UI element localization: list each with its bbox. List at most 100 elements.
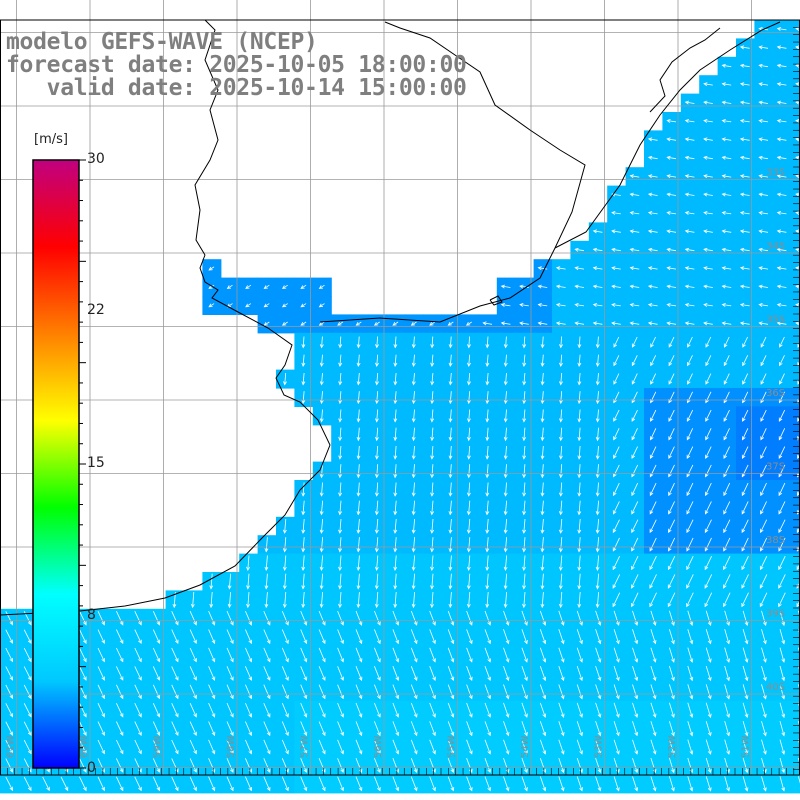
wind-arrow <box>739 321 750 326</box>
wind-arrow <box>300 739 308 755</box>
wind-arrow <box>503 427 508 442</box>
wind-arrow <box>758 303 769 307</box>
field-cell <box>607 351 627 371</box>
wind-arrow <box>338 445 343 460</box>
wind-arrow <box>5 721 14 736</box>
field-cell <box>662 332 682 352</box>
wind-arrow <box>503 336 508 349</box>
wind-arrow <box>558 776 565 792</box>
wind-arrow <box>650 629 657 645</box>
wind-arrow <box>521 665 528 682</box>
wind-arrow <box>705 610 712 627</box>
colorbar-tick-0: 0 <box>87 760 96 776</box>
wind-arrow <box>393 591 398 609</box>
wind-arrow <box>152 776 161 792</box>
wind-arrow <box>595 482 600 497</box>
wind-arrow <box>739 284 750 289</box>
field-cell <box>791 774 800 794</box>
wind-arrow <box>319 391 324 405</box>
wind-arrow <box>245 684 252 700</box>
wind-arrow <box>758 155 769 160</box>
wind-arrow <box>647 137 658 142</box>
wind-arrow <box>705 721 712 737</box>
wind-arrow <box>79 776 87 792</box>
wind-arrow <box>447 739 455 755</box>
wind-arrow <box>318 666 326 681</box>
valid-date: valid date: 2025-10-14 15:00:00 <box>6 75 467 101</box>
wind-arrow <box>758 45 769 50</box>
wind-arrow <box>758 229 769 234</box>
wind-arrow <box>466 464 471 479</box>
wind-arrow <box>410 666 418 682</box>
wind-arrow <box>263 303 270 308</box>
wind-arrow <box>430 354 435 367</box>
wind-arrow <box>649 501 657 515</box>
wind-arrow <box>558 500 563 516</box>
wind-arrow <box>739 266 750 271</box>
wind-arrow <box>281 629 289 645</box>
wind-arrow <box>337 647 344 663</box>
wind-arrow <box>189 629 197 645</box>
wind-arrow <box>629 284 640 289</box>
wind-arrow <box>650 409 657 422</box>
wind-arrow <box>152 703 161 718</box>
wind-arrow <box>503 518 508 534</box>
wind-arrow <box>282 518 287 534</box>
wind-arrow <box>392 321 399 326</box>
wind-arrow <box>448 591 453 609</box>
wind-arrow <box>338 591 342 609</box>
wind-arrow <box>263 721 271 737</box>
wind-arrow <box>466 482 471 497</box>
wind-arrow <box>761 757 767 774</box>
wind-arrow <box>245 284 252 289</box>
wind-arrow <box>485 573 490 590</box>
field-cell <box>276 314 295 334</box>
wind-arrow <box>485 500 490 516</box>
wind-arrow <box>393 445 398 460</box>
wind-arrow <box>152 629 161 645</box>
field-cell <box>754 498 774 518</box>
wind-arrow <box>576 665 583 682</box>
wind-arrow <box>595 555 600 571</box>
wind-arrow <box>208 758 216 773</box>
wind-arrow <box>669 610 675 627</box>
wind-arrow <box>631 537 639 552</box>
wind-arrow <box>430 555 434 571</box>
wind-arrow <box>410 776 418 792</box>
field-cell <box>276 277 295 297</box>
field-cell <box>202 277 222 297</box>
wind-arrow <box>595 537 600 553</box>
wind-arrow <box>650 721 657 737</box>
field-cell <box>772 332 792 352</box>
wind-arrow <box>595 573 600 590</box>
wind-arrow <box>668 428 675 441</box>
wind-arrow <box>795 321 800 326</box>
wind-arrow <box>742 428 749 441</box>
field-cell <box>625 498 645 518</box>
lon-label: 54W <box>520 735 531 758</box>
wind-arrow <box>649 592 657 608</box>
wind-arrow <box>577 500 582 516</box>
wind-arrow <box>281 647 289 663</box>
field-cell <box>312 296 332 315</box>
wind-arrow <box>281 702 289 718</box>
field-cell <box>772 572 792 591</box>
wind-arrow <box>484 739 491 755</box>
field-cell <box>791 369 800 389</box>
wind-arrow <box>705 409 712 422</box>
field-cell <box>736 406 755 426</box>
lagoon-outline <box>649 27 721 113</box>
wind-arrow <box>245 721 252 737</box>
wind-arrow <box>448 391 453 405</box>
wind-arrow <box>611 211 621 215</box>
field-cell <box>791 443 800 463</box>
wind-arrow <box>447 758 455 774</box>
wind-arrow <box>779 684 786 700</box>
field-cell <box>791 296 800 315</box>
wind-arrow <box>779 702 786 719</box>
wind-arrow <box>208 776 216 792</box>
wind-arrow <box>430 409 435 423</box>
wind-arrow <box>612 556 620 571</box>
coastline <box>0 19 781 616</box>
wind-arrow <box>393 518 398 534</box>
